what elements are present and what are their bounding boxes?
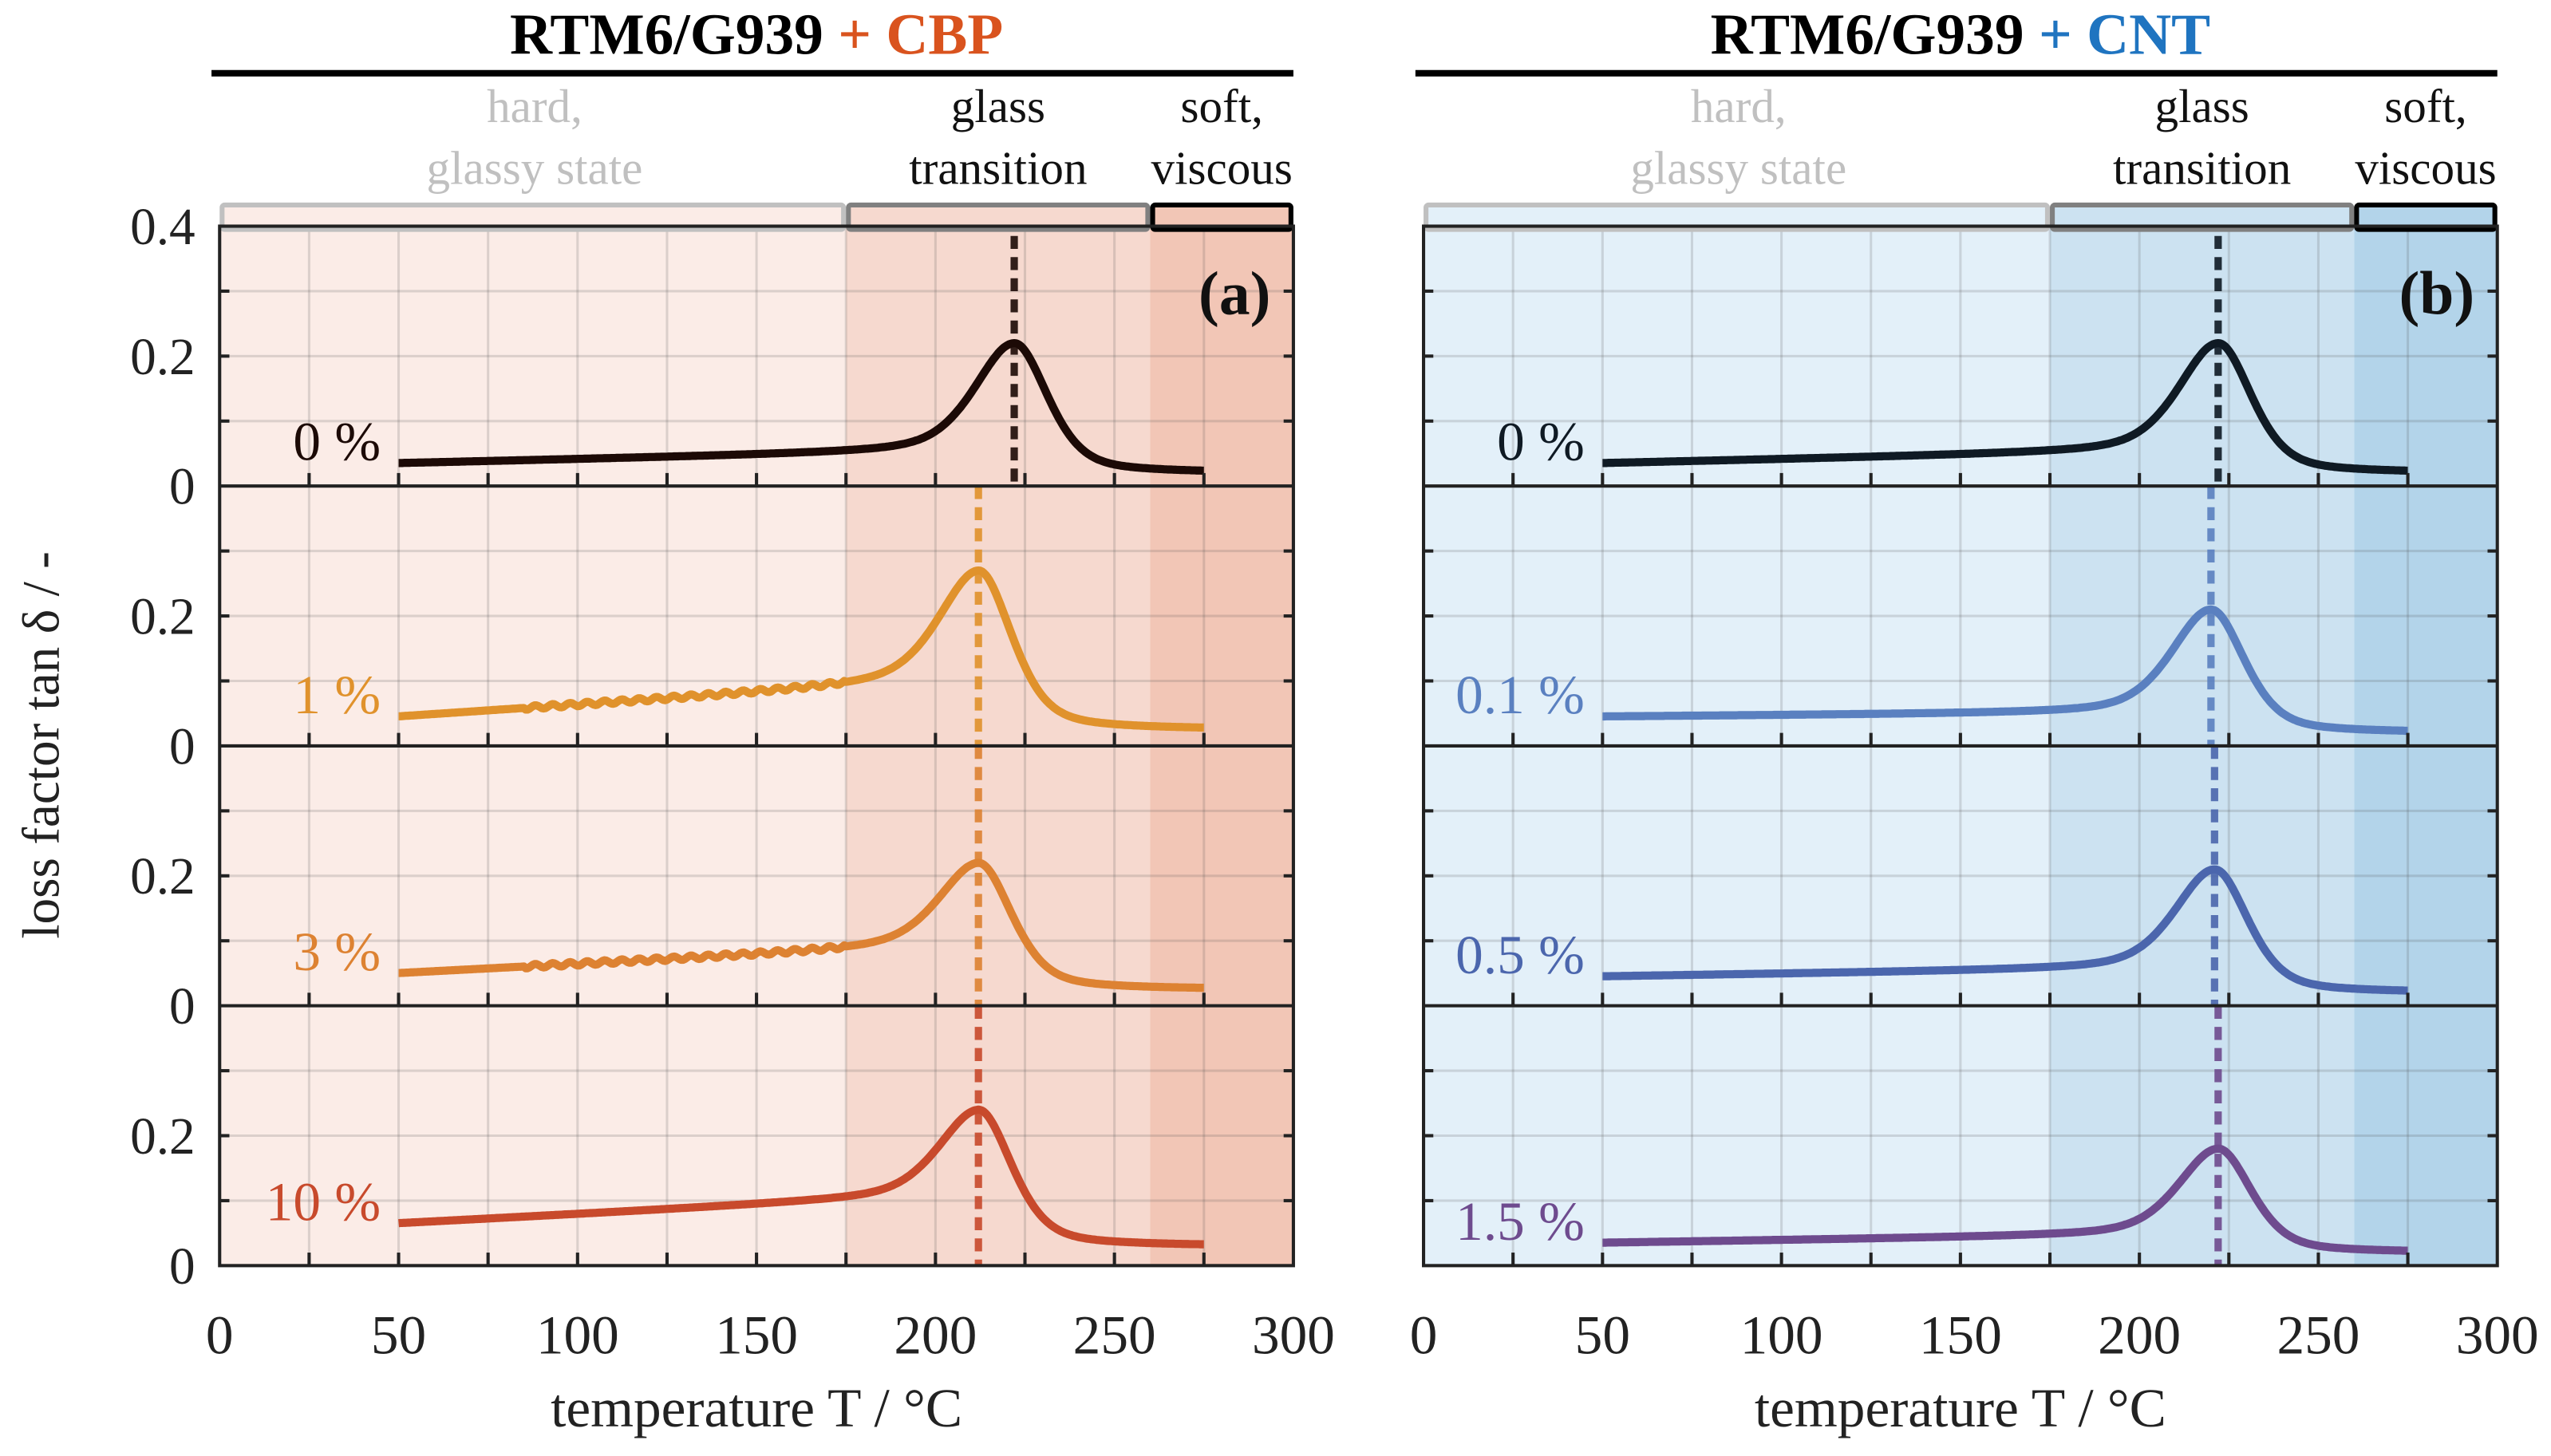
region-label-line2: glassy state [427, 141, 643, 194]
region-label-line1: hard, [1691, 80, 1787, 132]
x-tick-label: 150 [1919, 1304, 2002, 1365]
region-bar [846, 202, 1151, 232]
series-line [396, 1105, 1206, 1249]
x-axis-label: temperature T / °C [551, 1377, 962, 1438]
region-label-line2: viscous [1151, 141, 1293, 194]
x-axis-label: temperature T / °C [1755, 1377, 2166, 1438]
y-tick-label: 0 [169, 1238, 195, 1296]
x-tick-label: 0 [1410, 1304, 1438, 1365]
series-label: 1 % [293, 664, 381, 725]
region-label-line2: transition [2113, 141, 2291, 194]
series-line [1600, 338, 2411, 475]
region-bar [2050, 202, 2355, 232]
x-tick-label: 200 [894, 1304, 977, 1365]
y-tick-label: 0.2 [130, 588, 195, 645]
panel-title-base: RTM6/G939 [1711, 2, 2024, 66]
x-tick-label: 0 [206, 1304, 234, 1365]
region-label-line2: transition [909, 141, 1087, 194]
series-label: 10 % [266, 1170, 381, 1232]
y-tick-label: 0.4 [130, 199, 195, 256]
region-label-line2: glassy state [1630, 141, 1846, 194]
y-tick-label: 0.2 [130, 848, 195, 906]
region-label-line1: soft, [2384, 80, 2466, 132]
y-tick-label: 0 [169, 978, 195, 1036]
series-label: 1.5 % [1455, 1190, 1585, 1252]
x-tick-label: 50 [1575, 1304, 1630, 1365]
y-axis-label: loss factor tan δ / - [13, 551, 70, 938]
series-line [396, 858, 1206, 992]
panel-label: (a) [1198, 259, 1270, 328]
plot-layer: RTM6/G939 + CBP hard, glassy state glass tra… [130, 2, 2539, 1438]
panel-title: RTM6/G939 + CNT [1711, 2, 2210, 66]
series-line [1600, 865, 2411, 995]
y-tick-label: 0.2 [130, 329, 195, 386]
region-bar [2354, 202, 2498, 232]
panel-title-additive: + CNT [2039, 2, 2210, 66]
series-label: 0 % [293, 411, 381, 472]
series-line [396, 338, 1206, 475]
y-tick-label: 0 [169, 459, 195, 516]
panel-a: RTM6/G939 + CBP hard, glassy state glass tra… [130, 2, 1335, 1438]
x-tick-label: 200 [2098, 1304, 2181, 1365]
region-label-line1: hard, [487, 80, 582, 132]
series-label: 0.1 % [1455, 664, 1585, 725]
series-line [1600, 605, 2411, 736]
series-label: 0.5 % [1455, 924, 1585, 985]
series-line [396, 566, 1206, 732]
y-tick-label: 0 [169, 718, 195, 775]
series-label: 0 % [1497, 411, 1585, 472]
x-tick-label: 100 [536, 1304, 619, 1365]
region-bar [1424, 202, 2051, 232]
region-label-line2: viscous [2355, 141, 2496, 194]
x-tick-label: 250 [1073, 1304, 1156, 1365]
x-tick-label: 150 [715, 1304, 798, 1365]
region-label-line1: glass [2155, 80, 2249, 132]
series-line [1600, 1144, 2411, 1255]
x-tick-label: 250 [2277, 1304, 2359, 1365]
series-label: 3 % [293, 921, 381, 982]
x-tick-label: 100 [1740, 1304, 1823, 1365]
panel-title: RTM6/G939 + CBP [510, 2, 1003, 66]
x-tick-label: 300 [1252, 1304, 1335, 1365]
panel-label: (b) [2399, 259, 2474, 328]
region-bar [1150, 202, 1293, 232]
region-label-line1: glass [951, 80, 1045, 132]
region-label-line1: soft, [1180, 80, 1262, 132]
panel-title-additive: + CBP [838, 2, 1003, 66]
region-bar [219, 202, 847, 232]
x-tick-label: 50 [371, 1304, 426, 1365]
panel-b: RTM6/G939 + CNT hard, glassy state glass tra… [1410, 2, 2539, 1438]
y-tick-label: 0.2 [130, 1108, 195, 1166]
panel-title-base: RTM6/G939 [510, 2, 823, 66]
x-tick-label: 300 [2456, 1304, 2539, 1365]
